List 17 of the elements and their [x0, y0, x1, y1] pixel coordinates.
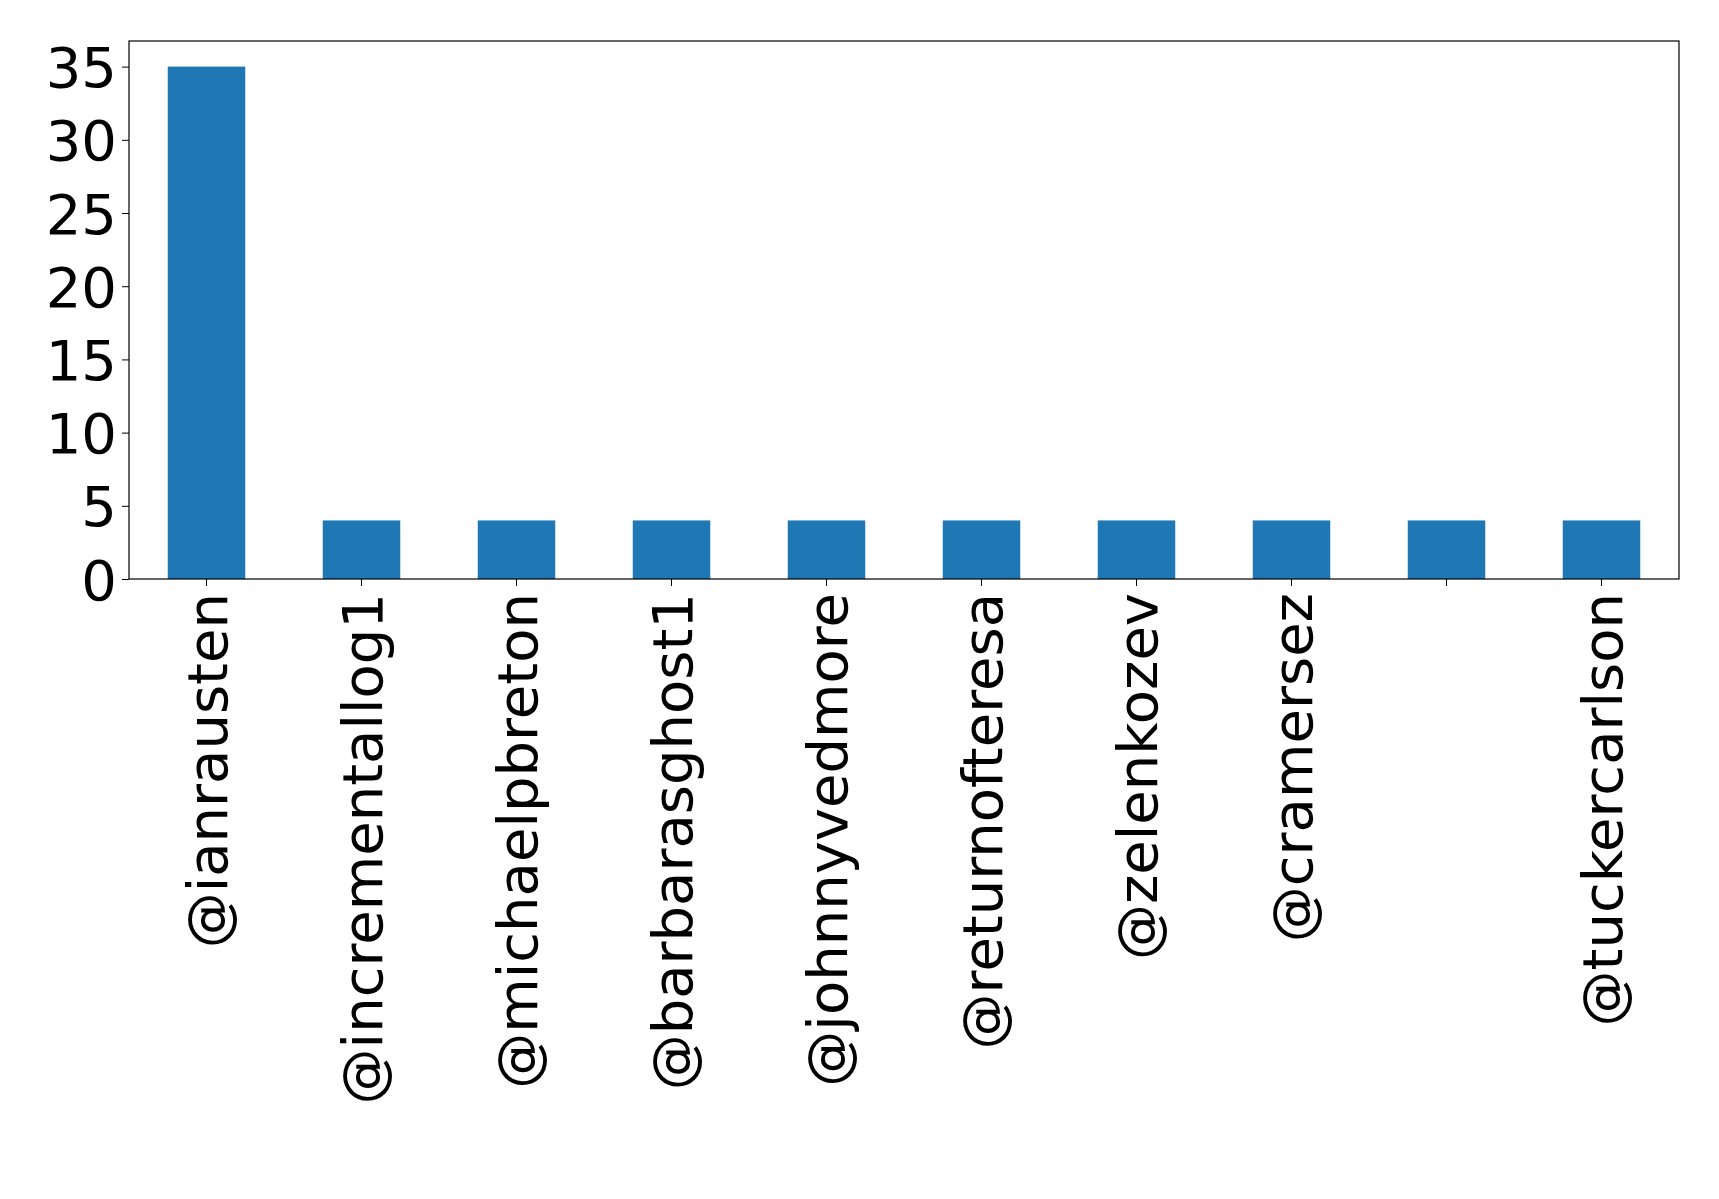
x-tick-label: @barbarasghost1 [639, 593, 705, 1091]
x-tick-label: @returnofteresa [949, 593, 1015, 1050]
y-tick-label: 35 [45, 35, 117, 101]
x-tick-label: @ianrausten [174, 593, 240, 949]
y-tick-label: 10 [45, 401, 117, 467]
y-tick-label: 5 [81, 474, 117, 540]
y-tick-label: 20 [45, 254, 117, 320]
x-tick-label: @zelenkozev [1104, 593, 1170, 961]
x-tick-label: @michaelpbreton [484, 593, 550, 1089]
y-tick-label: 30 [45, 108, 117, 174]
x-tick-label: @incrementallog1 [329, 593, 395, 1105]
y-tick-label: 25 [45, 181, 117, 247]
x-tick-label: @tuckercarlson [1569, 593, 1635, 1027]
y-tick-label: 15 [45, 328, 117, 394]
x-tick-label: @cramersez [1259, 593, 1325, 943]
y-tick-label: 0 [81, 547, 117, 613]
x-tick-label: @johnnyvedmore [794, 593, 860, 1087]
